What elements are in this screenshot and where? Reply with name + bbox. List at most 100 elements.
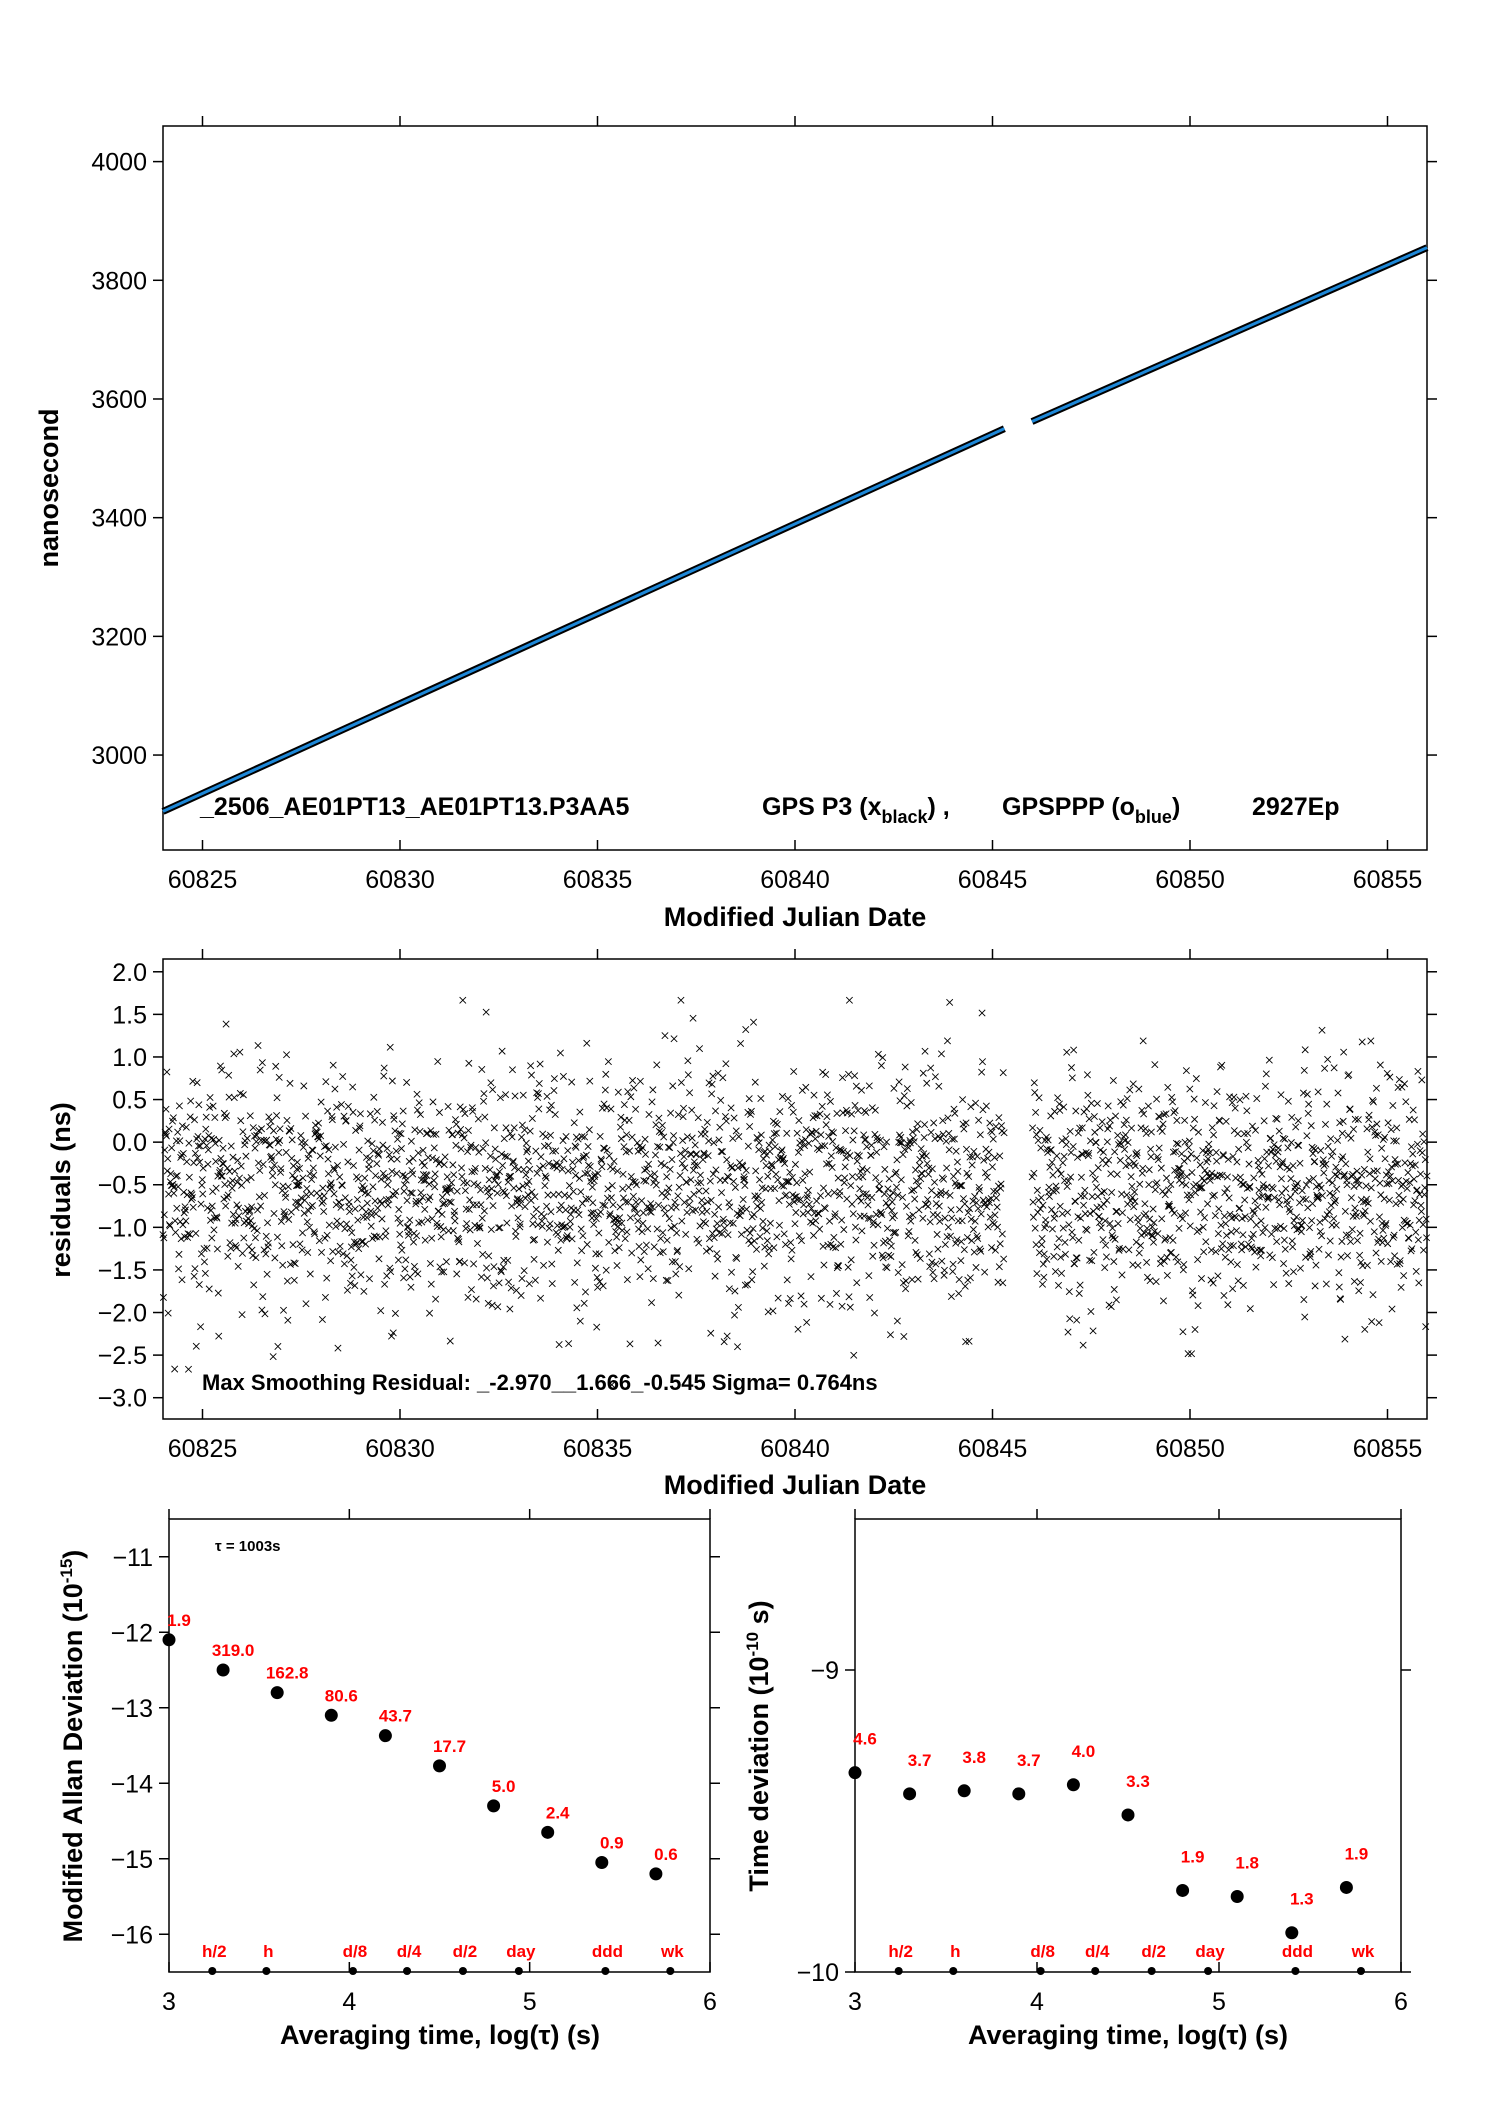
residual-point — [783, 1129, 791, 1137]
residual-point — [1361, 1207, 1369, 1215]
residual-point — [599, 1201, 607, 1209]
residual-point — [444, 1102, 452, 1110]
residual-point — [951, 1109, 959, 1117]
residual-point — [354, 1216, 362, 1224]
residual-point — [759, 1155, 767, 1163]
residual-point — [465, 1059, 473, 1067]
y-tick-label: −16 — [111, 1921, 153, 1949]
residual-point — [749, 1225, 757, 1233]
data-point — [1121, 1808, 1135, 1822]
residual-point — [249, 1252, 257, 1260]
residual-point — [523, 1148, 531, 1156]
residual-point — [1343, 1252, 1352, 1260]
residual-point — [648, 1299, 656, 1307]
residual-point — [496, 1224, 504, 1232]
y-tick-label: −2.0 — [98, 1300, 147, 1328]
residual-point — [971, 1217, 979, 1225]
residual-point — [320, 1207, 328, 1216]
residual-point — [690, 1190, 698, 1198]
residual-point — [1419, 1130, 1427, 1138]
phase-series-group — [161, 244, 1429, 815]
residual-point — [924, 1196, 932, 1204]
residual-point — [243, 1176, 251, 1184]
residual-point — [618, 1219, 626, 1227]
residual-point — [735, 1133, 743, 1141]
residual-point — [1244, 1129, 1252, 1137]
residual-point — [956, 1182, 964, 1190]
residual-point — [677, 996, 685, 1004]
residual-point — [1092, 1139, 1100, 1147]
residual-point — [912, 1248, 920, 1256]
residual-point — [1381, 1155, 1389, 1163]
residual-point — [923, 1079, 931, 1087]
residual-point — [1386, 1172, 1394, 1180]
residual-point — [261, 1310, 269, 1318]
residual-point — [673, 1248, 681, 1256]
residual-point — [495, 1279, 503, 1287]
residual-point — [1381, 1133, 1389, 1141]
residual-point — [419, 1193, 427, 1201]
residual-point — [524, 1145, 532, 1153]
residual-point — [846, 1152, 854, 1160]
residual-point — [1157, 1164, 1165, 1172]
residual-point — [1387, 1258, 1395, 1266]
residual-point — [347, 1256, 355, 1264]
residual-point — [752, 1195, 760, 1203]
residual-point — [743, 1205, 751, 1213]
residual-point — [777, 1148, 785, 1156]
residual-point — [484, 1299, 492, 1307]
residual-point — [1389, 1233, 1397, 1241]
residual-point — [1235, 1145, 1243, 1153]
residual-point — [1324, 1251, 1333, 1259]
residual-point — [373, 1107, 381, 1115]
residual-point — [1059, 1224, 1067, 1232]
residual-point — [915, 1206, 923, 1214]
residual-point — [380, 1072, 388, 1080]
residual-point — [976, 1131, 984, 1139]
residual-point — [1274, 1225, 1282, 1233]
mdev-x-axis-title: Averaging time, log(τ) (s) — [280, 2020, 600, 2050]
residual-point — [1083, 1071, 1091, 1079]
residual-point — [902, 1202, 910, 1210]
residual-point — [546, 1131, 555, 1139]
residual-point — [1352, 1176, 1360, 1184]
residual-point — [1226, 1241, 1234, 1249]
residual-point — [527, 1071, 536, 1079]
residual-point — [163, 1068, 171, 1076]
residual-point — [1249, 1230, 1257, 1238]
residual-point — [1370, 1228, 1378, 1236]
residual-point — [453, 1187, 461, 1195]
residual-point — [889, 1228, 898, 1237]
residual-point — [1201, 1166, 1209, 1174]
residual-point — [246, 1206, 254, 1215]
residual-point — [966, 1274, 974, 1282]
residual-point — [197, 1323, 205, 1331]
residual-point — [1406, 1178, 1414, 1187]
residual-point — [461, 1259, 469, 1267]
residual-point — [330, 1164, 338, 1172]
residual-point — [763, 1227, 771, 1235]
x-tick-label: 60855 — [1353, 866, 1423, 894]
interval-label: wk — [1351, 1942, 1375, 1961]
residual-point — [530, 1236, 539, 1244]
x-tick-label: 60825 — [168, 1435, 238, 1463]
residual-point — [1365, 1111, 1373, 1119]
residual-point — [369, 1183, 377, 1191]
residual-point — [911, 1236, 919, 1244]
residual-point — [324, 1107, 332, 1115]
residual-point — [667, 1109, 675, 1117]
residual-point — [877, 1208, 885, 1216]
residual-point — [1246, 1305, 1254, 1313]
residual-point — [608, 1182, 616, 1190]
residual-point — [1276, 1163, 1284, 1171]
residual-point — [211, 1139, 219, 1147]
residual-point — [496, 1168, 504, 1176]
residual-point — [370, 1232, 378, 1240]
residual-point — [762, 1162, 770, 1170]
residual-point — [702, 1187, 710, 1195]
residual-point — [273, 1094, 281, 1102]
residual-point — [691, 1141, 699, 1149]
residual-point — [470, 1260, 478, 1268]
data-point-label: 17.7 — [433, 1737, 466, 1756]
residual-point — [1348, 1225, 1356, 1234]
